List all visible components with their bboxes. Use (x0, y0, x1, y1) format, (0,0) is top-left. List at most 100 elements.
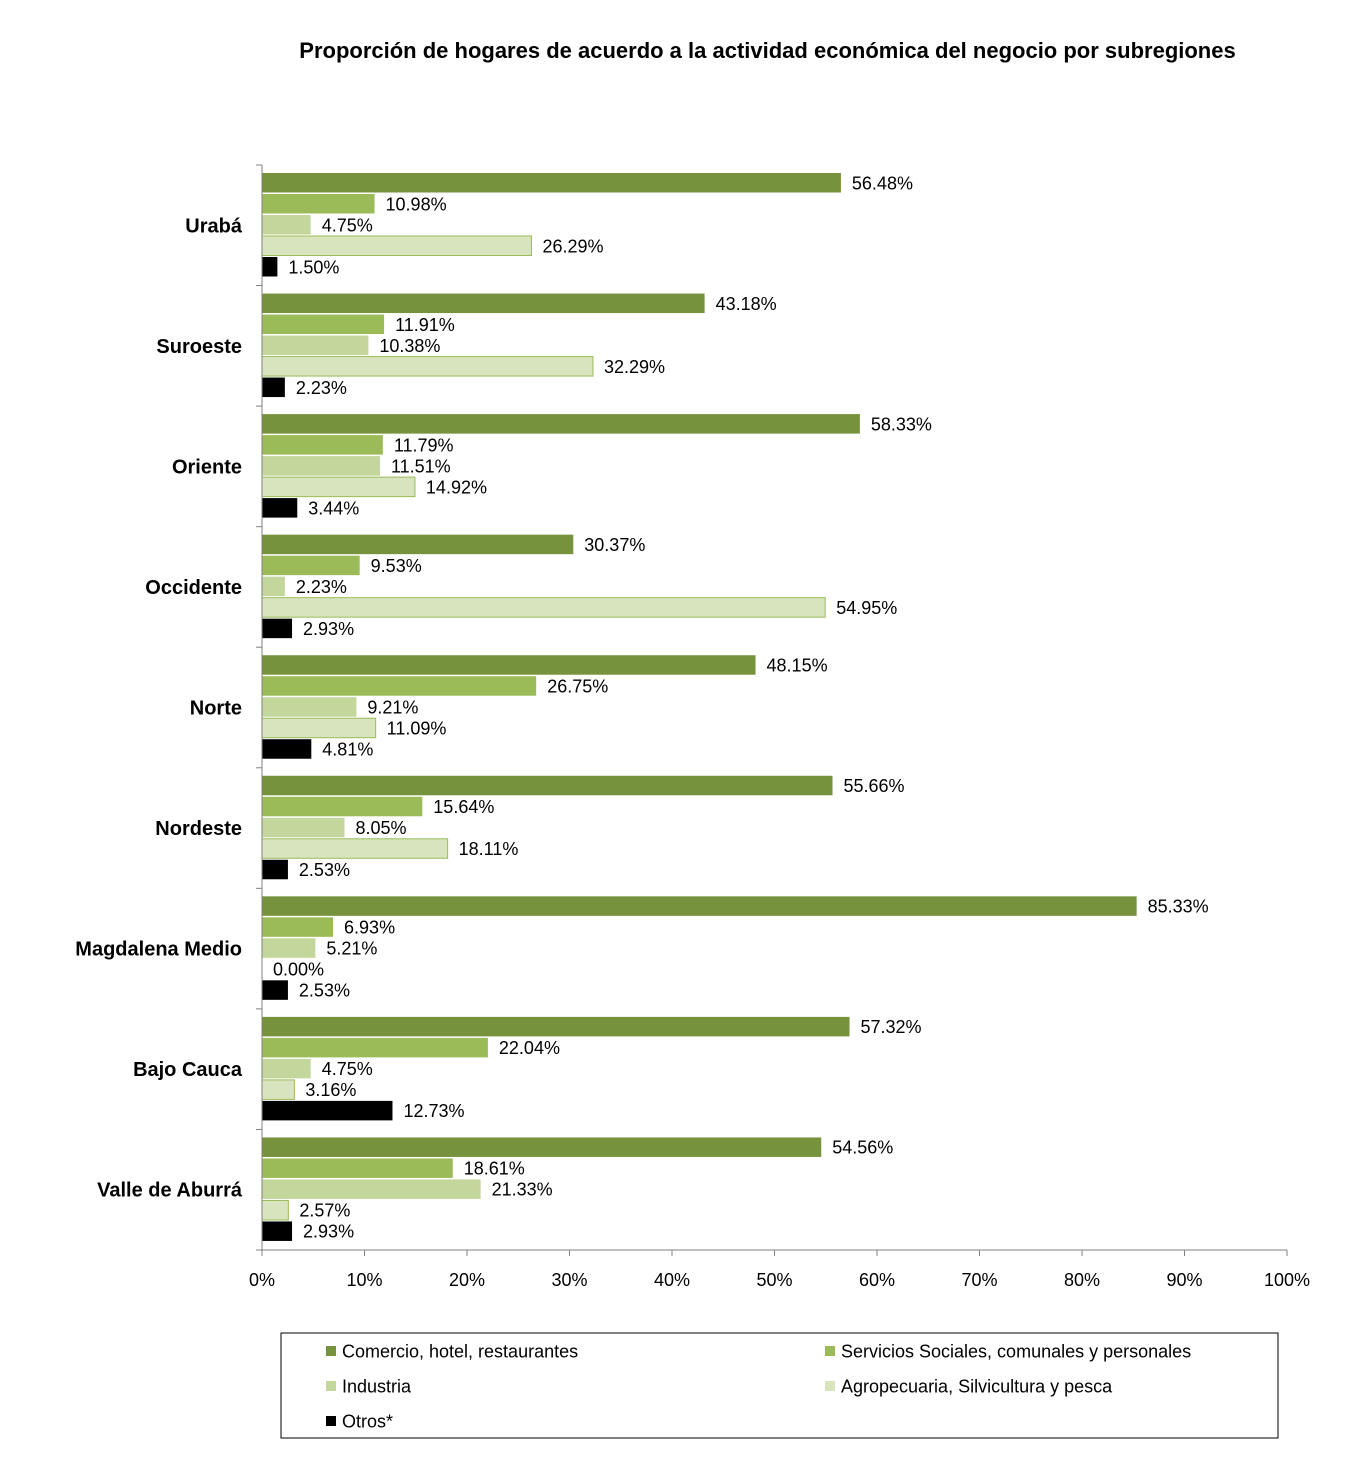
category-label: Suroeste (156, 336, 242, 358)
legend-swatch (326, 1416, 336, 1426)
bar (262, 655, 756, 675)
bar (262, 817, 345, 838)
data-label: 6.93% (344, 918, 395, 938)
bar (262, 377, 285, 398)
bar (261, 235, 532, 256)
data-label: 4.75% (322, 215, 373, 235)
legend-swatch (825, 1346, 835, 1356)
data-label: 85.33% (1148, 897, 1209, 917)
bar (262, 917, 334, 937)
data-label: 22.04% (499, 1038, 560, 1058)
bar (262, 775, 833, 796)
x-tick-label: 90% (1166, 1270, 1202, 1290)
data-label: 18.11% (459, 839, 519, 859)
bar (262, 739, 312, 759)
category-label: Occidente (145, 577, 242, 599)
bar (262, 1037, 488, 1058)
x-tick-label: 100% (1264, 1270, 1310, 1290)
bar (261, 356, 594, 377)
legend-swatch (825, 1381, 835, 1391)
data-label: 11.79% (394, 435, 454, 455)
data-label: 11.09% (387, 718, 447, 738)
data-label: 2.23% (296, 378, 347, 398)
data-label: 1.50% (288, 257, 339, 277)
bar (262, 676, 537, 696)
data-label: 48.15% (767, 655, 828, 675)
data-label: 43.18% (716, 294, 777, 314)
x-tick-label: 10% (346, 1270, 382, 1290)
x-tick-label: 50% (756, 1270, 792, 1290)
data-label: 0.00% (273, 960, 324, 980)
x-tick-label: 40% (654, 1270, 690, 1290)
bar (262, 257, 278, 277)
data-label: 18.61% (464, 1159, 525, 1179)
data-label: 10.98% (386, 194, 447, 214)
bar (261, 1199, 289, 1221)
data-label: 56.48% (852, 173, 913, 193)
data-label: 32.29% (604, 357, 665, 377)
bar (261, 717, 377, 739)
data-label: 54.56% (832, 1138, 893, 1158)
legend-label: Otros* (342, 1412, 393, 1432)
bar (262, 938, 316, 958)
x-tick-label: 20% (449, 1270, 485, 1290)
legend-label: Industria (342, 1377, 412, 1397)
bar (262, 456, 380, 476)
bar (262, 1100, 393, 1121)
bar (261, 597, 826, 618)
data-label: 2.93% (303, 619, 354, 639)
data-label: 4.81% (322, 739, 373, 759)
data-label: 11.91% (395, 315, 455, 335)
bar (262, 618, 293, 639)
legend-swatch (326, 1346, 336, 1356)
bar (262, 555, 360, 576)
bar (262, 314, 385, 335)
chart-title: Proporción de hogares de acuerdo a la ac… (299, 38, 1236, 63)
bar (262, 1158, 453, 1178)
data-label: 2.53% (299, 860, 350, 880)
category-label: Oriente (172, 456, 242, 478)
data-label: 4.75% (322, 1059, 373, 1079)
data-label: 15.64% (433, 797, 494, 817)
data-label: 10.38% (379, 336, 440, 356)
x-tick-label: 60% (859, 1270, 895, 1290)
bar (261, 838, 449, 859)
bar (262, 796, 423, 817)
bar (262, 1058, 311, 1079)
data-label: 8.05% (356, 818, 407, 838)
x-tick-label: 30% (551, 1270, 587, 1290)
x-tick-label: 80% (1064, 1270, 1100, 1290)
data-label: 57.32% (861, 1017, 922, 1037)
data-label: 2.23% (296, 577, 347, 597)
bar (262, 1221, 293, 1241)
bar (262, 1179, 481, 1199)
category-label: Norte (190, 698, 242, 720)
data-label: 14.92% (426, 477, 487, 497)
x-tick-label: 0% (249, 1270, 275, 1290)
bar (262, 896, 1137, 916)
bar (262, 293, 705, 314)
category-label: Bajo Cauca (133, 1059, 243, 1081)
x-tick-label: 70% (961, 1270, 997, 1290)
data-label: 9.21% (367, 697, 418, 717)
bar (261, 1079, 295, 1100)
data-label: 5.21% (326, 939, 377, 959)
bar (262, 498, 298, 518)
bar (262, 414, 860, 434)
bar (262, 194, 375, 214)
bar (262, 1016, 850, 1037)
data-label: 3.16% (305, 1080, 356, 1100)
bar (261, 476, 416, 498)
bar (262, 173, 841, 193)
data-label: 2.53% (299, 981, 350, 1001)
data-label: 11.51% (391, 456, 451, 476)
category-label: Valle de Aburrá (97, 1180, 243, 1202)
data-label: 9.53% (371, 556, 422, 576)
data-label: 26.75% (547, 676, 608, 696)
legend-label: Comercio, hotel, restaurantes (342, 1342, 578, 1362)
bar (262, 335, 369, 356)
category-label: Urabá (185, 215, 243, 237)
bar (262, 534, 574, 555)
data-label: 2.57% (299, 1201, 350, 1221)
